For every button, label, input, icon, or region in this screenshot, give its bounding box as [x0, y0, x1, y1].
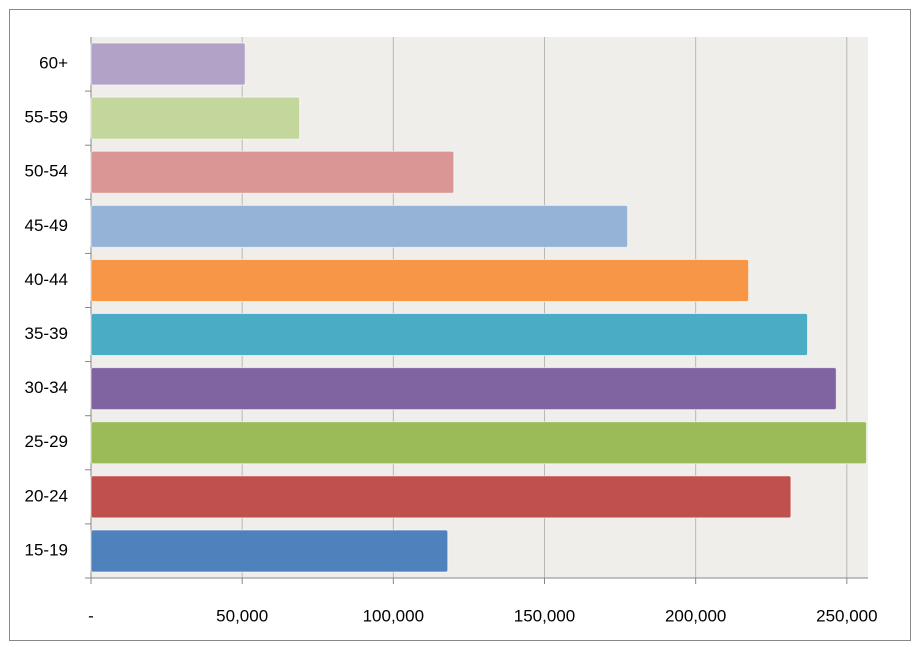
- y-tick-label: 30-34: [25, 378, 68, 397]
- bar: [90, 42, 246, 86]
- y-tick-label: 25-29: [25, 432, 68, 451]
- x-tick-label: 100,000: [363, 606, 424, 625]
- bar: [90, 96, 301, 140]
- bar: [90, 421, 867, 465]
- y-tick-label: 55-59: [25, 108, 68, 127]
- bar: [90, 258, 750, 302]
- y-tick-label: 50-54: [25, 162, 68, 181]
- y-tick-label: 60+: [39, 54, 68, 73]
- y-tick-label: 15-19: [25, 540, 68, 559]
- x-tick-label: 150,000: [514, 606, 575, 625]
- bar: [90, 313, 809, 357]
- bar: [90, 150, 455, 194]
- bar: [90, 367, 837, 411]
- x-tick-label: 200,000: [665, 606, 726, 625]
- x-tick-label: 250,000: [816, 606, 877, 625]
- x-tick-label: 50,000: [216, 606, 268, 625]
- bar: [90, 529, 449, 573]
- y-tick-label: 45-49: [25, 216, 68, 235]
- x-tick-label: -: [88, 606, 94, 625]
- y-tick-label: 20-24: [25, 486, 68, 505]
- bar: [90, 204, 629, 248]
- y-tick-label: 40-44: [25, 270, 68, 289]
- y-tick-label: 35-39: [25, 324, 68, 343]
- bar: [90, 475, 792, 519]
